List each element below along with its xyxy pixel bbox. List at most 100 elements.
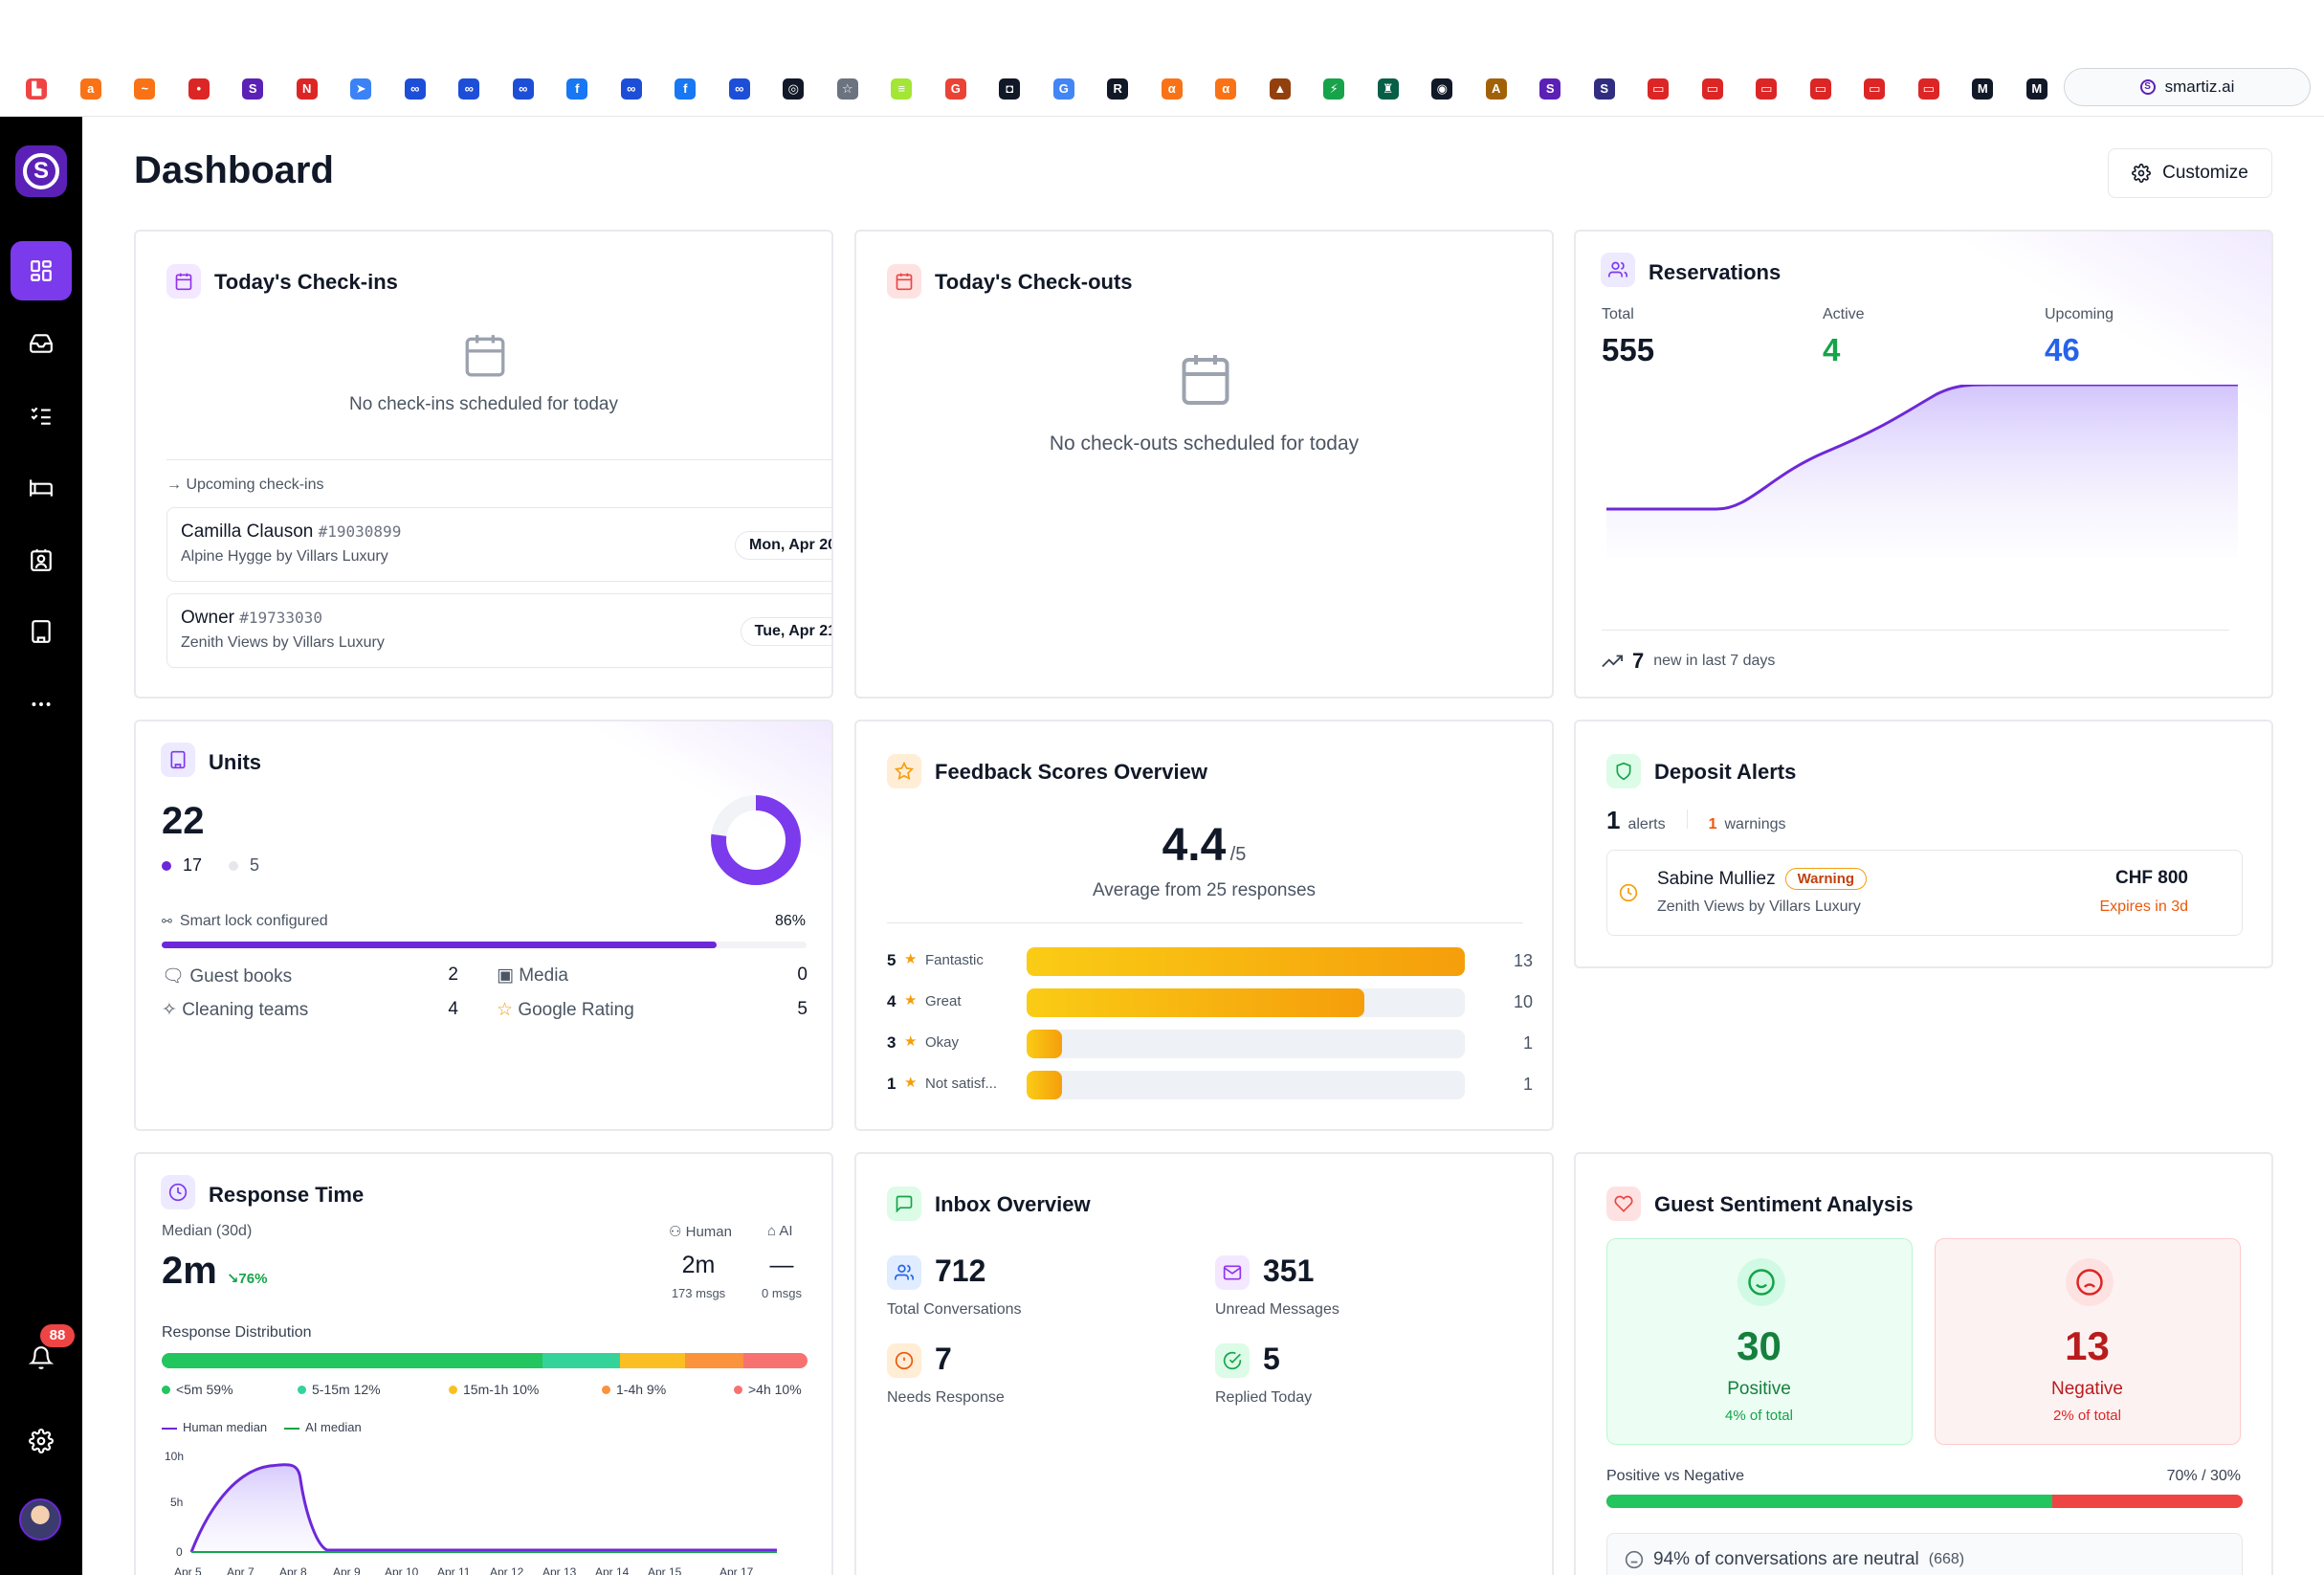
bookmark-item[interactable]: M	[2010, 68, 2065, 110]
bookmark-item[interactable]: ▭	[1794, 68, 1848, 110]
arrow-right-icon: →	[166, 477, 187, 493]
sidebar-item-properties[interactable]	[11, 602, 72, 661]
sidebar-item-more[interactable]	[11, 675, 72, 734]
inbox-stat[interactable]: 7 Needs Response	[887, 1338, 1193, 1414]
frown-icon	[2066, 1258, 2114, 1306]
gear-icon	[29, 1429, 54, 1453]
negative-sentiment-box[interactable]: 13 Negative 2% of total	[1935, 1238, 2241, 1445]
divider	[1686, 810, 1688, 829]
inbox-stat[interactable]: 5 Replied Today	[1215, 1338, 1521, 1414]
bookmark-item[interactable]: ▭	[1686, 68, 1740, 110]
legend-dot	[298, 1386, 306, 1394]
stat-media[interactable]: ▣ Media 0	[497, 965, 808, 987]
warning-badge: Warning	[1784, 868, 1868, 890]
deposit-alert-item[interactable]: Sabine Mulliez Warning Zenith Views by V…	[1606, 850, 2243, 936]
inbox-stat[interactable]: 712 Total Conversations	[887, 1250, 1193, 1326]
bookmark-item[interactable]: ▭	[1631, 68, 1686, 110]
checkins-card: Today's Check-ins No check-ins scheduled…	[134, 230, 833, 699]
distribution-legend: <5m 59% 5-15m 12% 15m-1h 10% 1-4h 9% >4h 10%	[162, 1382, 812, 1401]
user-avatar[interactable]	[19, 1498, 61, 1541]
bookmark-item[interactable]: α	[1145, 68, 1200, 110]
positive-sentiment-box[interactable]: 30 Positive 4% of total	[1606, 1238, 1913, 1445]
users-icon	[1601, 253, 1635, 287]
notifications-button[interactable]	[11, 1328, 72, 1387]
bookmark-item[interactable]: ∞	[713, 68, 767, 110]
bookmark-item[interactable]: A	[1470, 68, 1524, 110]
bookmark-item[interactable]: S	[226, 68, 280, 110]
inbox-stat[interactable]: 351 Unread Messages	[1215, 1250, 1521, 1326]
bookmark-item[interactable]: ▭	[1902, 68, 1957, 110]
bookmark-item[interactable]: ∞	[442, 68, 497, 110]
bolt-icon: ⚡	[1323, 78, 1345, 100]
stat-cleaning-teams[interactable]: ✧ Cleaning teams 4	[162, 999, 458, 1021]
distribution-segment	[620, 1353, 685, 1368]
bookmark-item[interactable]: S	[1523, 68, 1578, 110]
sidebar-item-tasks[interactable]	[11, 386, 72, 445]
logo-letter: S	[23, 153, 59, 189]
url-text: smartiz.ai	[2164, 78, 2235, 96]
star-number: 4	[887, 992, 896, 1010]
ratio-label: Positive vs Negative	[1606, 1468, 1745, 1484]
bookmark-item[interactable]: ▭	[1848, 68, 1902, 110]
bookmark-item[interactable]: f	[658, 68, 713, 110]
m-icon: M	[1972, 78, 1994, 100]
sidebar-item-inbox[interactable]	[11, 314, 72, 373]
empty-message: No check-outs scheduled for today	[1049, 433, 1360, 455]
reservation-id: #19030899	[318, 522, 402, 541]
upcoming-value: 46	[2045, 332, 2080, 367]
bookmark-item[interactable]: S	[1578, 68, 1632, 110]
stat-label: Unread Messages	[1215, 1301, 1339, 1318]
bookmark-item[interactable]: ∞	[605, 68, 659, 110]
customize-button[interactable]: Customize	[2108, 148, 2272, 198]
bookmark-item[interactable]: α	[1199, 68, 1253, 110]
neutral-summary: 94% of conversations are neutral (668)	[1606, 1533, 2243, 1575]
star-outline-icon: ☆	[497, 1000, 519, 1020]
card-title: Reservations	[1649, 260, 1782, 284]
bookmark-item[interactable]: M	[1956, 68, 2010, 110]
list-item[interactable]: Owner #19733030 Zenith Views by Villars …	[166, 593, 831, 668]
sidebar-item-guests[interactable]	[11, 530, 72, 589]
card-title: Response Time	[209, 1183, 365, 1207]
bookmark-item[interactable]: G	[1037, 68, 1092, 110]
bookmark-item[interactable]: ◉	[1415, 68, 1470, 110]
bookmark-item[interactable]: G	[929, 68, 984, 110]
bookmark-item[interactable]: ♜	[1361, 68, 1416, 110]
clock-icon	[1619, 883, 1638, 902]
bookmark-item[interactable]: ∞	[497, 68, 551, 110]
app-logo[interactable]: S	[15, 145, 67, 197]
bookmark-item[interactable]: ≡	[874, 68, 929, 110]
sentiment-ratio-bar	[1606, 1495, 2243, 1508]
building-icon	[161, 743, 195, 777]
bookmark-item[interactable]: ◘	[983, 68, 1037, 110]
stat-guest-books[interactable]: 🗨 Guest books 2	[162, 965, 458, 987]
x-tick-label: Apr 5	[174, 1565, 202, 1575]
bookmark-item[interactable]: ➤	[334, 68, 388, 110]
bookmark-item[interactable]: ▭	[1739, 68, 1794, 110]
bookmark-item[interactable]: ~	[118, 68, 172, 110]
grid-icon	[31, 260, 52, 281]
bookmark-item[interactable]: ⚡	[1307, 68, 1361, 110]
tower-icon: ♜	[1377, 78, 1399, 100]
url-bar[interactable]: S smartiz.ai	[2064, 68, 2311, 106]
bookmark-item[interactable]: •	[172, 68, 227, 110]
guest-name: Owner	[181, 608, 234, 628]
building-icon	[32, 620, 51, 643]
progress-fill	[162, 942, 717, 948]
list-item[interactable]: Camilla Clauson #19030899 Alpine Hygge b…	[166, 507, 831, 582]
bookmark-item[interactable]: R	[1091, 68, 1145, 110]
sidebar-item-reservations[interactable]	[11, 458, 72, 518]
bookmark-item[interactable]: ☆	[821, 68, 875, 110]
heart-icon	[1606, 1187, 1641, 1221]
sidebar-item-dashboard[interactable]	[11, 241, 72, 300]
stat-google-rating[interactable]: ☆ Google Rating 5	[497, 999, 808, 1021]
bookmark-item[interactable]: ∞	[388, 68, 443, 110]
bookmark-item[interactable]: ▙	[10, 68, 64, 110]
bookmark-item[interactable]: a	[64, 68, 119, 110]
green-tag-icon: ≡	[891, 78, 913, 100]
bookmark-item[interactable]: ◎	[766, 68, 821, 110]
bookmark-item[interactable]: N	[280, 68, 335, 110]
bookmark-item[interactable]: f	[550, 68, 605, 110]
settings-button[interactable]	[11, 1411, 72, 1471]
bookmark-item[interactable]: ▲	[1253, 68, 1308, 110]
